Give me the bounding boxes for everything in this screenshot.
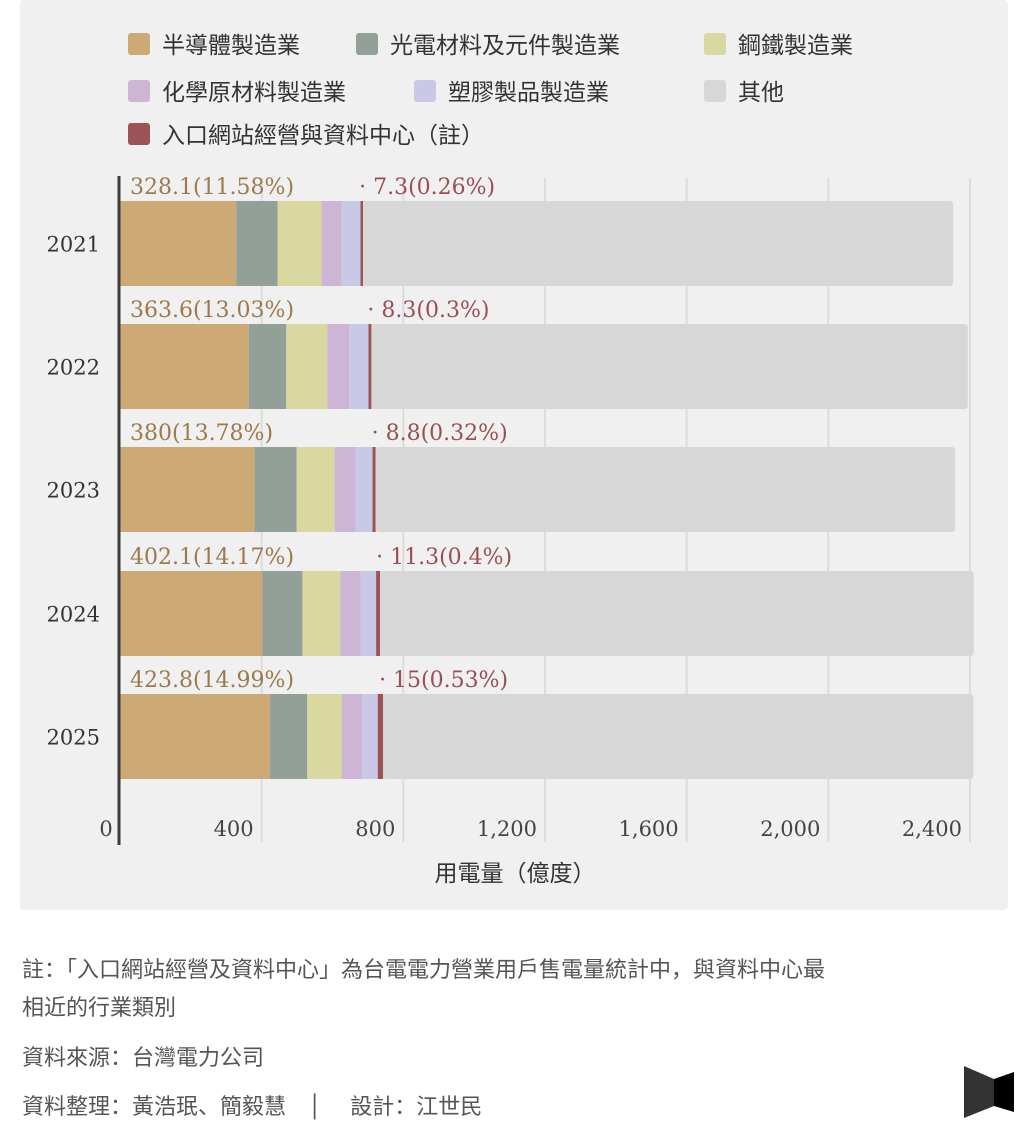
bar-segment	[120, 201, 237, 286]
bar-segment	[380, 571, 974, 656]
bar-segment	[341, 694, 363, 779]
x-tick-label: 0	[99, 817, 112, 841]
bar-segment	[372, 447, 376, 532]
datacenter-value-label: · 8.8(0.32%)	[372, 421, 508, 446]
bar-segment	[341, 201, 361, 286]
y-tick-label: 2022	[47, 356, 100, 380]
semiconductor-value-label: 380(13.78%)	[130, 421, 273, 446]
legend-label: 半導體製造業	[162, 33, 300, 59]
bar-segment	[376, 571, 381, 656]
legend-swatch	[704, 80, 726, 102]
bar-segment	[120, 571, 263, 656]
x-axis-title: 用電量（億度）	[435, 861, 596, 887]
bar-segment	[248, 324, 287, 409]
legend-label: 其他	[738, 80, 784, 106]
semiconductor-value-label: 328.1(11.58%)	[130, 175, 294, 200]
bar-segment	[355, 447, 373, 532]
datacenter-value-label: · 7.3(0.26%)	[359, 175, 495, 200]
bar-segment	[286, 324, 328, 409]
legend-swatch	[704, 33, 726, 55]
bar-segment	[360, 571, 377, 656]
bar-segment	[321, 201, 342, 286]
bar-segment	[270, 694, 308, 779]
bar-segment	[340, 571, 361, 656]
legend-swatch	[356, 33, 378, 55]
x-tick-label: 400	[214, 817, 254, 841]
bar-segment	[262, 571, 303, 656]
footnote-line1: 註：「入口網站經營及資料中心」為台電電力營業用戶售電量統計中，與資料中心最	[22, 958, 826, 983]
bowtie-logo-icon	[964, 1066, 1014, 1118]
x-tick-label: 800	[355, 817, 395, 841]
legend-label: 鋼鐵製造業	[738, 33, 853, 59]
bar-segment	[362, 694, 378, 779]
datacenter-value-label: · 11.3(0.4%)	[376, 545, 512, 570]
bar-segment	[360, 201, 364, 286]
bar-segment	[375, 447, 956, 532]
legend-label: 化學原材料製造業	[162, 80, 346, 106]
bar-segment	[302, 571, 341, 656]
source-note: 資料來源：台灣電力公司	[22, 1046, 265, 1071]
semiconductor-value-label: 363.6(13.03%)	[130, 298, 294, 323]
x-tick-label: 2,000	[760, 817, 820, 841]
bar-segment	[120, 447, 255, 532]
y-tick-label: 2025	[47, 726, 100, 750]
bar-segment	[377, 694, 384, 779]
bar-segment	[327, 324, 350, 409]
semiconductor-value-label: 423.8(14.99%)	[130, 668, 294, 693]
bar-segment	[307, 694, 342, 779]
footnote-line2: 相近的行業類別	[22, 996, 177, 1021]
legend-label: 塑膠製品製造業	[448, 80, 609, 106]
legend-swatch	[128, 80, 150, 102]
bar-segment	[368, 324, 372, 409]
bar-segment	[349, 324, 369, 409]
x-tick-label: 2,400	[902, 817, 962, 841]
bar-segment	[236, 201, 278, 286]
credits-note: 資料整理：黃浩珉、簡毅慧 │ 設計：江世民	[22, 1095, 483, 1120]
bar-segment	[277, 201, 322, 286]
y-tick-label: 2023	[47, 479, 100, 503]
y-tick-label: 2024	[47, 603, 100, 627]
bar-segment	[254, 447, 297, 532]
datacenter-value-label: · 8.3(0.3%)	[367, 298, 489, 323]
legend-swatch	[128, 33, 150, 55]
bar-segment	[371, 324, 968, 409]
legend-swatch	[414, 80, 436, 102]
x-tick-label: 1,600	[619, 817, 679, 841]
y-tick-label: 2021	[47, 233, 100, 257]
bar-segment	[334, 447, 356, 532]
datacenter-value-label: · 15(0.53%)	[379, 668, 508, 693]
bar-segment	[296, 447, 335, 532]
bar-segment	[120, 694, 271, 779]
legend-label: 光電材料及元件製造業	[390, 33, 620, 59]
semiconductor-value-label: 402.1(14.17%)	[130, 545, 294, 570]
bar-segment	[120, 324, 249, 409]
x-tick-label: 1,200	[477, 817, 537, 841]
bar-segment	[383, 694, 974, 779]
bar-segment	[363, 201, 954, 286]
legend-swatch	[128, 123, 150, 145]
legend-label: 入口網站經營與資料中心（註）	[162, 123, 484, 149]
